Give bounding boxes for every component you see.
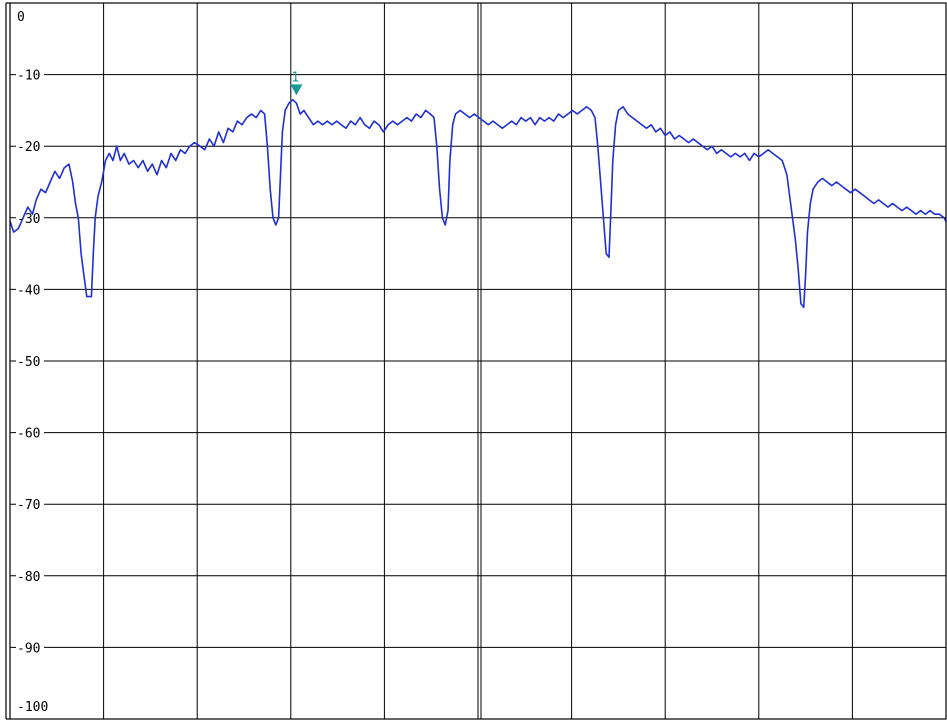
y-tick-label: -50 xyxy=(17,355,40,370)
y-tick-label: -100 xyxy=(17,700,48,715)
y-tick-label: -20 xyxy=(17,140,40,155)
y-tick-label: -10 xyxy=(17,69,40,84)
trace-layer xyxy=(9,98,947,309)
y-tick-label: 0 xyxy=(17,10,25,25)
marker-label: 1 xyxy=(291,70,299,85)
trace-line xyxy=(9,98,947,309)
y-tick-label-bg xyxy=(16,640,44,655)
y-tick-label-bg xyxy=(16,568,44,583)
y-tick-label: -70 xyxy=(17,498,40,513)
y-tick-label-bg xyxy=(16,67,44,82)
y-tick-label: -90 xyxy=(17,641,40,656)
y-tick-label-bg xyxy=(16,210,44,225)
y-tick-label-bg xyxy=(16,497,44,512)
y-tick-label-bg xyxy=(16,425,44,440)
marker-triangle xyxy=(290,84,303,96)
y-tick-label-bg xyxy=(16,354,44,368)
y-axis-ticks: 0 -10 -20 -30 -40 -50 -60 -70 -80 -90 -100 xyxy=(16,10,48,715)
y-tick-label: -80 xyxy=(17,570,40,585)
y-tick-label-bg xyxy=(16,139,44,154)
y-tick-label: -40 xyxy=(17,283,40,298)
marker-layer: 1 xyxy=(290,70,303,96)
y-tick-label: -60 xyxy=(17,427,40,442)
y-tick-label-bg xyxy=(16,282,44,297)
plot-frame xyxy=(5,2,947,720)
y-tick-label: -30 xyxy=(17,212,40,227)
grid xyxy=(10,3,946,719)
frame-border xyxy=(9,2,947,720)
